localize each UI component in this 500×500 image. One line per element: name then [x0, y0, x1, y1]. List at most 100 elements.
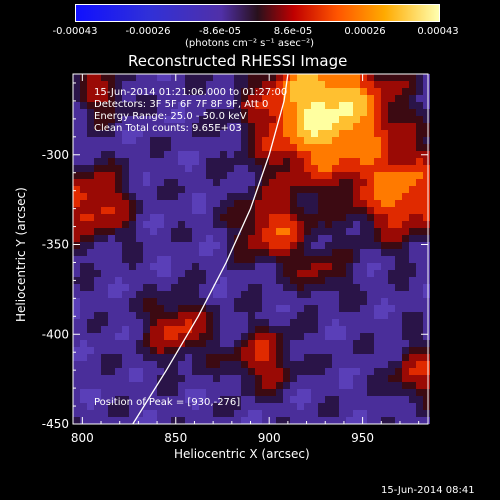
- heatmap-cell: [290, 144, 297, 151]
- heatmap-cell: [136, 74, 143, 81]
- heatmap-cell: [178, 249, 185, 256]
- heatmap-cell: [255, 186, 262, 193]
- heatmap-cell: [80, 193, 87, 200]
- heatmap-cell: [115, 417, 122, 424]
- heatmap-cell: [325, 81, 332, 88]
- heatmap-cell: [332, 340, 339, 347]
- heatmap-cell: [143, 123, 150, 130]
- heatmap-cell: [150, 375, 157, 382]
- heatmap-cell: [346, 88, 353, 95]
- heatmap-cell: [227, 179, 234, 186]
- heatmap-cell: [199, 333, 206, 340]
- heatmap-cell: [150, 263, 157, 270]
- heatmap-cell: [388, 123, 395, 130]
- heatmap-cell: [388, 242, 395, 249]
- heatmap-cell: [234, 186, 241, 193]
- heatmap-cell: [325, 284, 332, 291]
- heatmap-cell: [87, 298, 94, 305]
- heatmap-cell: [325, 151, 332, 158]
- heatmap-cell: [185, 256, 192, 263]
- heatmap-cell: [423, 207, 430, 214]
- heatmap-cell: [157, 214, 164, 221]
- heatmap-cell: [101, 354, 108, 361]
- heatmap-cell: [325, 109, 332, 116]
- heatmap-cell: [157, 242, 164, 249]
- heatmap-cell: [108, 249, 115, 256]
- heatmap-cell: [171, 368, 178, 375]
- heatmap-cell: [269, 403, 276, 410]
- heatmap-cell: [108, 382, 115, 389]
- heatmap-cell: [157, 403, 164, 410]
- heatmap-cell: [213, 263, 220, 270]
- heatmap-cell: [80, 396, 87, 403]
- heatmap-cell: [157, 354, 164, 361]
- heatmap-cell: [346, 130, 353, 137]
- heatmap-cell: [199, 228, 206, 235]
- heatmap-cell: [409, 137, 416, 144]
- heatmap-cell: [346, 333, 353, 340]
- heatmap-cell: [360, 319, 367, 326]
- heatmap-cell: [192, 200, 199, 207]
- heatmap-cell: [388, 361, 395, 368]
- heatmap-cell: [374, 396, 381, 403]
- heatmap-cell: [206, 298, 213, 305]
- heatmap-cell: [325, 137, 332, 144]
- heatmap-cell: [395, 95, 402, 102]
- heatmap-cell: [136, 172, 143, 179]
- heatmap-cell: [115, 368, 122, 375]
- heatmap-cell: [318, 221, 325, 228]
- heatmap-cell: [416, 95, 423, 102]
- heatmap-cell: [269, 74, 276, 81]
- heatmap-cell: [374, 263, 381, 270]
- heatmap-cell: [129, 88, 136, 95]
- heatmap-cell: [304, 130, 311, 137]
- heatmap-cell: [164, 228, 171, 235]
- heatmap-cell: [311, 228, 318, 235]
- heatmap-cell: [136, 95, 143, 102]
- heatmap-cell: [73, 221, 80, 228]
- heatmap-cell: [297, 368, 304, 375]
- heatmap-cell: [234, 130, 241, 137]
- heatmap-cell: [227, 319, 234, 326]
- heatmap-cell: [199, 263, 206, 270]
- heatmap-cell: [297, 298, 304, 305]
- heatmap-cell: [416, 116, 423, 123]
- heatmap-cell: [220, 403, 227, 410]
- heatmap-cell: [353, 270, 360, 277]
- heatmap-cell: [388, 368, 395, 375]
- heatmap-cell: [199, 123, 206, 130]
- heatmap-cell: [87, 88, 94, 95]
- heatmap-cell: [325, 375, 332, 382]
- heatmap-cell: [332, 137, 339, 144]
- heatmap-cell: [108, 179, 115, 186]
- heatmap-cell: [290, 221, 297, 228]
- heatmap-cell: [227, 186, 234, 193]
- heatmap-cell: [353, 235, 360, 242]
- heatmap-cell: [199, 396, 206, 403]
- heatmap-cell: [185, 186, 192, 193]
- heatmap-cell: [290, 151, 297, 158]
- heatmap-cell: [136, 256, 143, 263]
- heatmap-cell: [276, 263, 283, 270]
- heatmap-cell: [283, 228, 290, 235]
- heatmap-cell: [318, 410, 325, 417]
- heatmap-cell: [122, 88, 129, 95]
- heatmap-cell: [353, 375, 360, 382]
- heatmap-cell: [416, 193, 423, 200]
- heatmap-cell: [136, 361, 143, 368]
- heatmap-cell: [157, 109, 164, 116]
- heatmap-cell: [143, 417, 150, 424]
- heatmap-cell: [192, 312, 199, 319]
- heatmap-cell: [311, 417, 318, 424]
- heatmap-cell: [388, 151, 395, 158]
- heatmap-cell: [255, 165, 262, 172]
- heatmap-cell: [171, 200, 178, 207]
- heatmap-cell: [381, 375, 388, 382]
- heatmap-cell: [129, 263, 136, 270]
- heatmap-cell: [220, 221, 227, 228]
- heatmap-cell: [157, 256, 164, 263]
- heatmap-cell: [276, 242, 283, 249]
- heatmap-cell: [129, 410, 136, 417]
- heatmap-cell: [241, 172, 248, 179]
- heatmap-cell: [262, 165, 269, 172]
